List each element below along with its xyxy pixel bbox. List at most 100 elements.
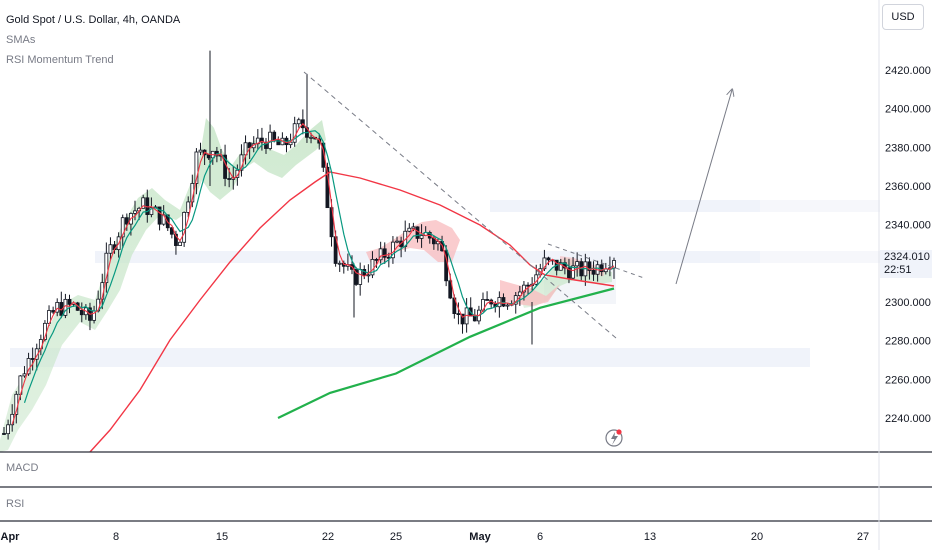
candle-body [55, 302, 60, 313]
price-tick-label: 2280.000 [885, 336, 931, 348]
right-zone-mid [760, 251, 880, 263]
projection-arrow[interactable] [675, 90, 732, 285]
sma-fast-line [11, 122, 615, 425]
candle-body [517, 291, 522, 297]
candle-body [526, 284, 530, 287]
candle-body [157, 206, 162, 225]
time-tick-label: May [469, 531, 491, 543]
legend-sma[interactable]: SMAs [6, 34, 36, 46]
rsi-momentum-bull-ribbon [0, 118, 326, 452]
candle-body [124, 217, 129, 225]
chart-legend: Gold Spot / U.S. Dollar, 4h, OANDA SMAs … [6, 10, 180, 70]
lightning-alert-icon[interactable] [605, 429, 623, 447]
candle-body [149, 207, 154, 215]
candle-body [358, 269, 363, 285]
price-tick-label: 2420.000 [885, 65, 931, 77]
candle-body [382, 248, 387, 258]
sma-mid-line [23, 130, 615, 403]
candle-body [591, 270, 596, 275]
candle-body [178, 241, 182, 246]
time-tick-label: 13 [644, 531, 656, 543]
currency-button[interactable]: USD [882, 4, 924, 30]
demand-zone [10, 348, 810, 367]
candle-body [575, 261, 580, 267]
candle-body [419, 235, 424, 239]
time-tick-label: 15 [216, 531, 228, 543]
candle-body [79, 309, 84, 316]
candle-body [567, 267, 571, 279]
candle-body [505, 304, 510, 307]
legend-rsi-momentum[interactable]: RSI Momentum Trend [6, 54, 114, 66]
candle-body [558, 262, 563, 271]
candle-body [370, 259, 375, 276]
candle-body [30, 358, 35, 360]
macd-pane-label[interactable]: MACD [6, 462, 39, 474]
price-tick-label: 2240.000 [885, 413, 931, 425]
candle-body [448, 280, 453, 299]
candle-body [227, 178, 232, 180]
candle-body [411, 226, 416, 229]
candle-body [460, 313, 465, 325]
candle-body [374, 259, 379, 261]
time-tick-label: 8 [113, 531, 119, 543]
sma-200-line [277, 287, 615, 419]
price-tick-label: 2300.000 [885, 297, 931, 309]
candle-body [120, 217, 125, 238]
candle-body [296, 119, 301, 125]
candle-body [407, 227, 412, 232]
candle-body [456, 313, 461, 315]
right-zone-upper [760, 200, 880, 212]
candle-body [182, 212, 187, 243]
candle-body [26, 358, 31, 375]
price-tick-label: 2400.000 [885, 104, 931, 116]
candle-body [276, 139, 281, 146]
candle-body [108, 244, 113, 254]
candle-body [546, 257, 551, 261]
candle-body [599, 264, 604, 273]
candle-body [198, 149, 203, 153]
bar-countdown: 22:51 [884, 264, 912, 276]
time-tick-label: Apr [1, 531, 21, 543]
candle-body [104, 252, 109, 284]
price-tick-label: 2340.000 [885, 220, 931, 232]
candlestick-series [2, 50, 616, 440]
candle-body [337, 262, 342, 265]
candle-body [497, 297, 502, 308]
time-axis[interactable]: Apr 8 15 22 25 May 6 13 20 27 [1, 531, 870, 543]
time-tick-label: 22 [322, 531, 334, 543]
candle-body [366, 274, 371, 277]
triangle-upper-trendline[interactable] [547, 243, 645, 279]
time-tick-label: 25 [390, 531, 402, 543]
candle-body [264, 141, 268, 149]
candle-body [309, 136, 313, 139]
price-tick-label: 2380.000 [885, 142, 931, 154]
candle-body [472, 315, 477, 322]
candle-body [169, 227, 174, 235]
time-tick-label: 20 [751, 531, 763, 543]
candle-body [378, 248, 383, 261]
candle-body [522, 284, 526, 293]
rsi-pane-label[interactable]: RSI [6, 498, 25, 510]
symbol-title[interactable]: Gold Spot / U.S. Dollar, 4h, OANDA [6, 14, 181, 26]
candle-body [288, 141, 293, 146]
candle-body [51, 310, 56, 313]
price-tick-label: 2360.000 [885, 181, 931, 193]
candle-body [2, 433, 6, 435]
supply-zone-upper [490, 200, 760, 212]
time-tick-label: 6 [537, 531, 543, 543]
candle-body [587, 261, 592, 271]
candle-body [22, 373, 27, 377]
candle-body [260, 137, 264, 143]
candle-body [174, 233, 178, 246]
current-price-value: 2324.010 [884, 251, 930, 263]
candle-body [67, 298, 72, 305]
candle-body [395, 240, 399, 243]
candle-body [354, 268, 358, 285]
candle-body [612, 260, 616, 269]
candle-body [542, 257, 547, 270]
current-price-badge: 2324.010 22:51 [880, 250, 932, 278]
price-axis[interactable]: 2420.000 2400.000 2380.000 2360.000 2340.000… [885, 65, 931, 425]
time-tick-label: 27 [857, 531, 869, 543]
candle-body [194, 151, 199, 184]
